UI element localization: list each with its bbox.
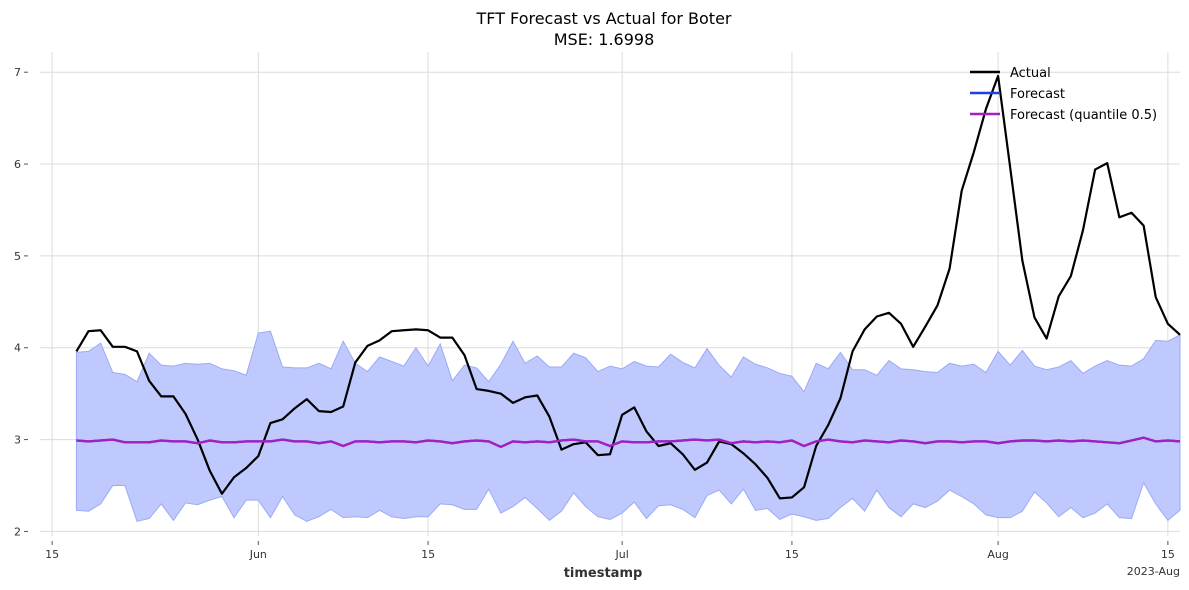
series-line-actual xyxy=(75,74,1181,500)
series-lines xyxy=(75,74,1181,500)
y-tick-label: 3 xyxy=(14,434,21,447)
x-tick-label: Jun xyxy=(249,548,267,561)
chart-subtitle: MSE: 1.6998 xyxy=(554,30,655,49)
y-axis-ticks: 2 3 4 5 6 7 xyxy=(14,66,28,538)
legend-label-forecast-quantile-0-5: Forecast (quantile 0.5) xyxy=(1010,108,1157,123)
y-tick-label: 7 xyxy=(14,66,21,79)
y-tick-label: 2 xyxy=(14,525,21,538)
x-corner-label: 2023-Aug xyxy=(1127,565,1180,578)
confidence-band-layer xyxy=(75,330,1181,522)
y-tick-label: 6 xyxy=(14,158,21,171)
series-line-forecast-quantile-0-5 xyxy=(76,436,1181,449)
x-tick-label: 15 xyxy=(45,548,59,561)
x-tick-label: 15 xyxy=(421,548,435,561)
x-axis-ticks: 15 Jun 15 Jul 15 Aug 15 xyxy=(45,541,1175,561)
x-tick-label: Aug xyxy=(987,548,1008,561)
x-tick-label: 15 xyxy=(1161,548,1175,561)
y-tick-label: 5 xyxy=(14,250,21,263)
x-axis-label: timestamp xyxy=(564,566,643,581)
legend-label-forecast: Forecast xyxy=(1010,87,1065,102)
y-tick-label: 4 xyxy=(14,342,21,355)
chart-title: TFT Forecast vs Actual for Boter xyxy=(476,9,732,28)
forecast-quantile-band xyxy=(75,330,1181,522)
legend-label-actual: Actual xyxy=(1010,66,1051,81)
x-tick-label: Jul xyxy=(614,548,628,561)
x-tick-label: 15 xyxy=(785,548,799,561)
legend: Actual Forecast Forecast (quantile 0.5) xyxy=(970,66,1157,123)
